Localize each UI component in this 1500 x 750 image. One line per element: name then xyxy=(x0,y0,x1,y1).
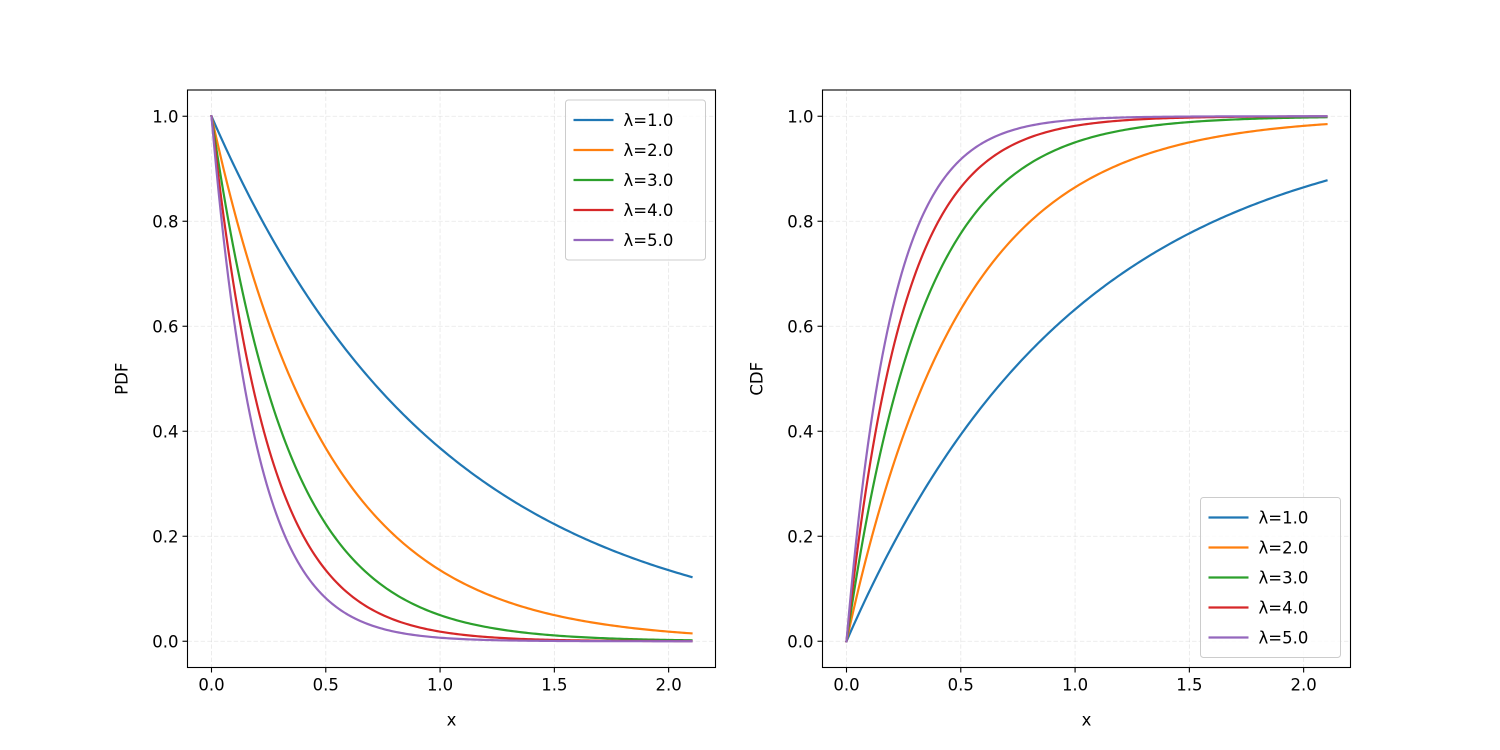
series-line-5 xyxy=(210,115,693,643)
y-tick-label: 0.0 xyxy=(787,632,813,651)
y-tick-label: 0.2 xyxy=(787,527,813,546)
legend-box xyxy=(1200,497,1341,658)
legend-label: λ=5.0 xyxy=(1259,629,1309,648)
series-line-2 xyxy=(845,122,1328,643)
legend-label: λ=2.0 xyxy=(624,141,674,160)
series-line-1 xyxy=(845,179,1328,643)
series-line-1 xyxy=(210,114,693,579)
y-tick-label: 1.0 xyxy=(787,107,813,126)
x-tick-label: 1.5 xyxy=(1176,676,1202,695)
legend-label: λ=3.0 xyxy=(1259,569,1309,588)
x-axis-label: x xyxy=(447,711,457,730)
legend-label: λ=4.0 xyxy=(1259,599,1309,618)
y-axis-label: PDF xyxy=(113,363,132,395)
x-tick-label: 2.0 xyxy=(1291,676,1317,695)
legend-label: λ=5.0 xyxy=(624,231,674,250)
pdf-panel: 0.0 0.5 1.0 1.5 2.0 0.0 0.2 0.4 0.6 0.8 1.0 x PDF λ=1… xyxy=(113,89,717,730)
y-tick-label: 0.6 xyxy=(787,317,813,336)
cdf-panel: 0.0 0.5 1.0 1.5 2.0 0.0 0.2 0.4 0.6 0.8 1.0 x CDF λ=1… xyxy=(748,89,1352,730)
x-tick-label: 0.0 xyxy=(198,676,224,695)
y-tick-label: 0.2 xyxy=(152,527,178,546)
legend-label: λ=4.0 xyxy=(624,201,674,220)
x-axis-label: x xyxy=(1082,711,1092,730)
x-tick-label: 1.0 xyxy=(1062,676,1088,695)
legend-label: λ=2.0 xyxy=(1259,539,1309,558)
series-line-5 xyxy=(845,115,1328,643)
x-tick-label: 1.5 xyxy=(541,676,567,695)
x-tick-label: 0.5 xyxy=(948,676,974,695)
axes-frame xyxy=(186,89,717,669)
y-tick-label: 0.4 xyxy=(152,422,178,441)
y-tick-label: 0.8 xyxy=(152,212,178,231)
y-tick-label: 0.0 xyxy=(152,632,178,651)
x-tick-label: 1.0 xyxy=(427,676,453,695)
series-line-2 xyxy=(210,114,693,635)
y-tick-label: 0.8 xyxy=(787,212,813,231)
x-tick-label: 0.0 xyxy=(833,676,859,695)
x-tick-label: 0.5 xyxy=(313,676,339,695)
legend: λ=1.0 λ=2.0 λ=3.0 λ=4.0 λ=5.0 xyxy=(565,99,706,261)
y-tick-label: 1.0 xyxy=(152,107,178,126)
legend-box xyxy=(565,99,706,261)
legend: λ=1.0 λ=2.0 λ=3.0 λ=4.0 λ=5.0 xyxy=(1200,497,1341,658)
x-tick-label: 2.0 xyxy=(656,676,682,695)
y-tick-label: 0.4 xyxy=(787,422,813,441)
y-axis-label: CDF xyxy=(748,362,767,396)
series-line-3 xyxy=(845,116,1328,643)
y-tick-label: 0.6 xyxy=(152,317,178,336)
axes-frame xyxy=(821,89,1352,669)
legend-label: λ=3.0 xyxy=(624,171,674,190)
legend-label: λ=1.0 xyxy=(1259,509,1309,528)
series-line-3 xyxy=(210,115,693,642)
legend-label: λ=1.0 xyxy=(624,111,674,130)
